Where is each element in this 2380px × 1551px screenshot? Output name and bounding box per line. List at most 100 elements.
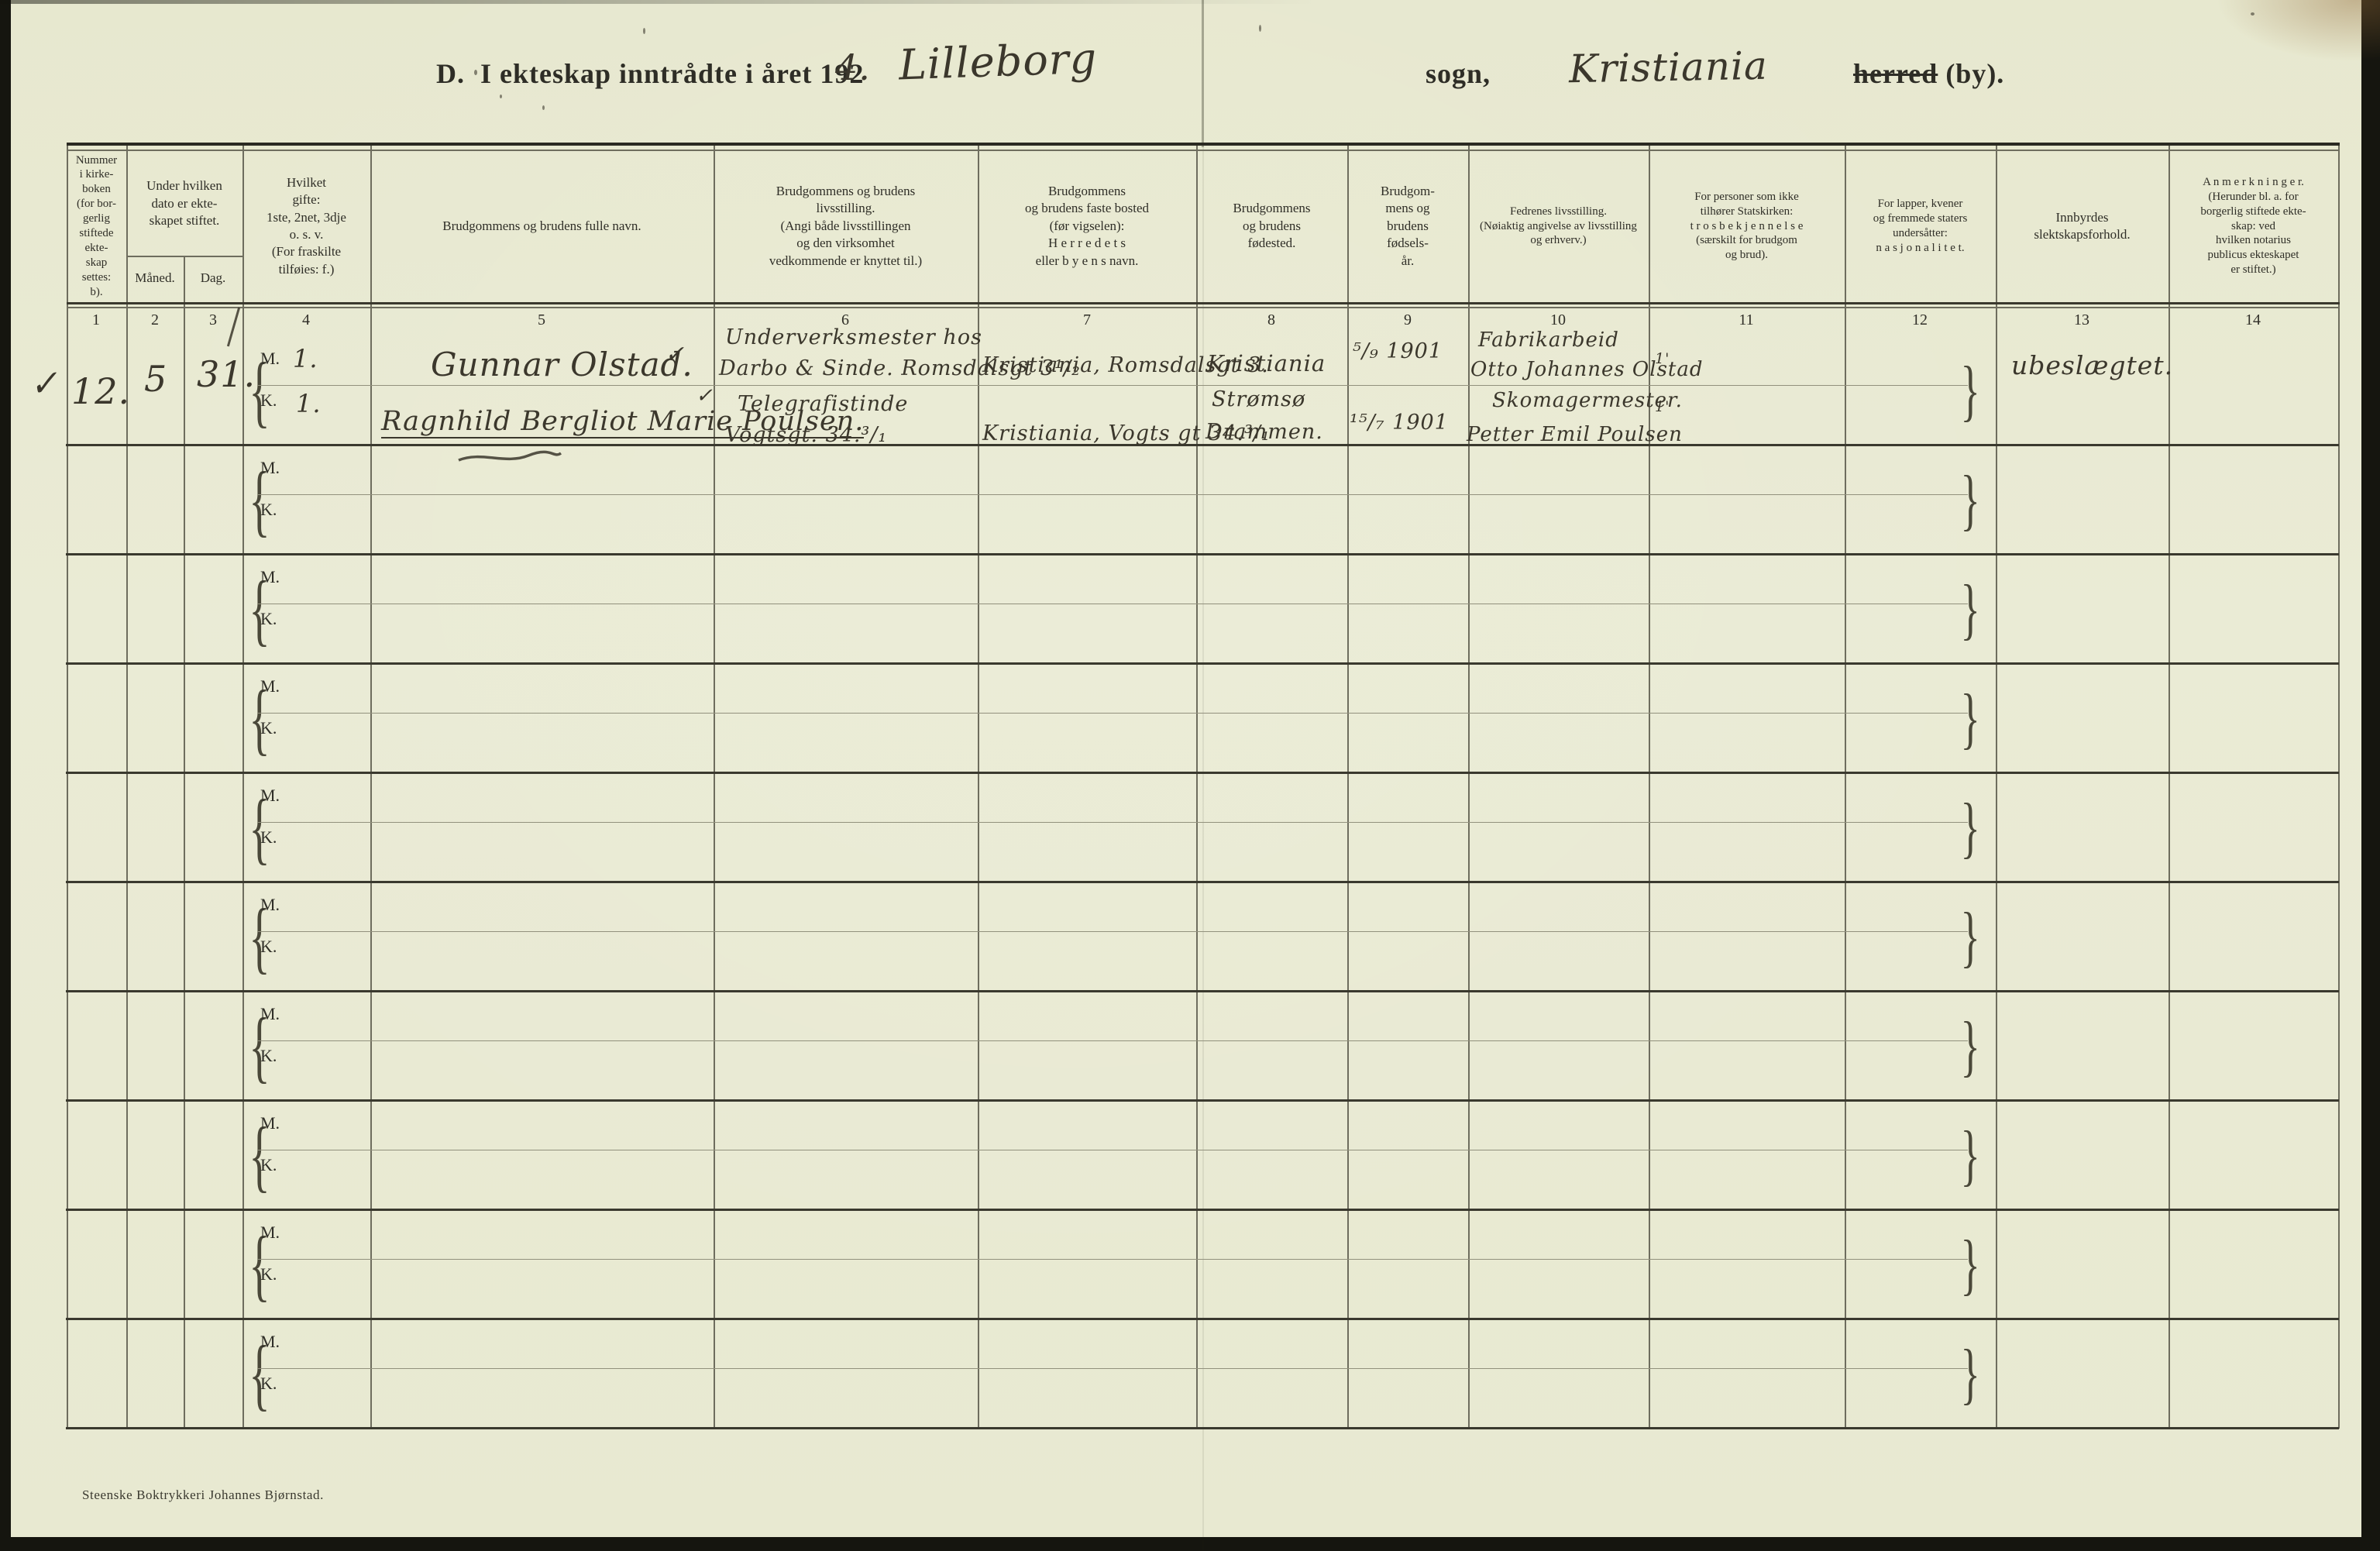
bride-occupation-line1: Telegrafistinde bbox=[738, 392, 909, 416]
row-marker-m: M. bbox=[260, 1004, 280, 1023]
row-mid-line bbox=[257, 1368, 1968, 1370]
kinship-note: ubeslægtet. bbox=[2011, 350, 2174, 380]
row-brace-left: { bbox=[249, 1329, 270, 1419]
col-number-6: 6 bbox=[841, 311, 849, 328]
header-col14: A n m e r k n i n g e r. (Herunder bl. a… bbox=[2200, 175, 2306, 277]
row-marker-k: K. bbox=[260, 827, 277, 847]
groom-occupation-line1: Underverksmester hos bbox=[725, 325, 982, 349]
table-border bbox=[1649, 144, 1650, 1429]
row-brace-right: } bbox=[1960, 1009, 1980, 1084]
col-number-10: 10 bbox=[1550, 311, 1566, 328]
faith-mark-m: 1' bbox=[1655, 350, 1670, 367]
table-border bbox=[184, 256, 185, 1429]
header-col13: Innbyrdes slektskapsforhold. bbox=[2034, 209, 2131, 242]
bride-occupation-line2: Vogtsgt. 34.³/₁ bbox=[725, 423, 888, 447]
herred-by-label: herred (by). bbox=[1853, 57, 2004, 90]
row-brace-left: { bbox=[249, 346, 270, 435]
col-number-3: 3 bbox=[209, 311, 217, 328]
table-border bbox=[714, 144, 715, 1429]
flourish-mark bbox=[458, 450, 562, 462]
groom-residence: Kristiania, Romsdalsgt 3. bbox=[982, 353, 1269, 377]
header-bottom-rule-inner bbox=[67, 307, 2340, 308]
header-col6: Brudgommens og brudens livsstilling. (An… bbox=[769, 183, 923, 268]
row-marker-m: M. bbox=[260, 895, 280, 914]
handwritten-city: Kristiania bbox=[1568, 43, 1769, 92]
row-brace-left: { bbox=[249, 1111, 270, 1200]
row-brace-right: } bbox=[1960, 790, 1980, 865]
row-brace-left: { bbox=[249, 674, 270, 763]
row-mid-line bbox=[257, 1259, 1968, 1260]
header-col11: For personer som ikke tilhører Statskirk… bbox=[1690, 190, 1804, 262]
section-letter: D. bbox=[436, 58, 465, 89]
col-number-8: 8 bbox=[1267, 311, 1275, 328]
table-row-6: { M. K. } bbox=[66, 882, 2339, 992]
entry-gifte-k: 1. bbox=[296, 389, 322, 418]
row-brace-left: { bbox=[249, 1220, 270, 1309]
row-marker-k: K. bbox=[260, 390, 277, 410]
table-border bbox=[126, 144, 128, 1429]
table-border bbox=[2168, 144, 2170, 1429]
bride-birthplace-line1: Strømsø bbox=[1212, 387, 1306, 411]
row-bottom-line bbox=[66, 990, 2339, 992]
table-border bbox=[978, 144, 979, 1429]
scan-edge-left bbox=[0, 0, 11, 1551]
bride-name-check: ✓ bbox=[696, 384, 714, 408]
row-marker-k: K. bbox=[260, 1046, 277, 1065]
col-number-13: 13 bbox=[2074, 311, 2089, 328]
row-marker-m: M. bbox=[260, 349, 280, 368]
header-col9: Brudgom- mens og brudens fødsels- år. bbox=[1381, 183, 1435, 268]
entry-month: 5 bbox=[144, 358, 168, 400]
header-maaned: Måned. bbox=[135, 270, 175, 285]
entry-number: 12. bbox=[71, 370, 131, 412]
scan-edge-bottom bbox=[0, 1537, 2380, 1551]
row-marker-m: M. bbox=[260, 567, 280, 586]
col-number-12: 12 bbox=[1912, 311, 1928, 328]
row-bottom-line bbox=[66, 662, 2339, 665]
groom-birthyear: ⁵/₉ 1901 bbox=[1353, 339, 1443, 363]
scan-edge-right bbox=[2361, 0, 2380, 1551]
row-brace-right: } bbox=[1960, 1336, 1980, 1412]
herred-struck: herred bbox=[1853, 58, 1938, 89]
table-border bbox=[67, 144, 68, 1429]
table-row-7: { M. K. } bbox=[66, 992, 2339, 1102]
page-title: D. I ekteskap inntrådte i året 192 bbox=[436, 57, 864, 90]
title-heading: I ekteskap inntrådte i året 192 bbox=[480, 58, 865, 89]
header-col4: Hvilket gifte: 1ste, 2net, 3dje o. s. v.… bbox=[267, 174, 346, 277]
row-bottom-line bbox=[66, 444, 2339, 446]
sogn-label: sogn, bbox=[1426, 58, 1491, 89]
table-border bbox=[1468, 144, 1470, 1429]
col-number-2: 2 bbox=[151, 311, 159, 328]
printer-imprint: Steenske Boktrykkeri Johannes Bjørnstad. bbox=[82, 1487, 325, 1502]
handwritten-parish: Lilleborg bbox=[897, 33, 1099, 90]
row-marker-k: K. bbox=[260, 937, 277, 956]
row-marker-m: M. bbox=[260, 676, 280, 696]
row-bottom-line bbox=[66, 1209, 2339, 1211]
row-mid-line bbox=[257, 713, 1968, 714]
groom-birthplace: Kristiania bbox=[1207, 350, 1326, 377]
entry-bride-name: Ragnhild Bergliot Marie Poulsen. bbox=[381, 406, 865, 438]
row-bottom-line bbox=[66, 1318, 2339, 1320]
table-row-4: { M. K. } bbox=[66, 664, 2339, 774]
row-brace-left: { bbox=[249, 456, 270, 545]
table-border bbox=[1845, 144, 1846, 1429]
row-marker-k: K. bbox=[260, 609, 277, 628]
table-row-8: { M. K. } bbox=[66, 1101, 2339, 1211]
table-top-rule-inner bbox=[67, 150, 2340, 151]
table-border bbox=[1347, 144, 1349, 1429]
row-bottom-line bbox=[66, 553, 2339, 555]
entry-gifte-m: 1. bbox=[293, 344, 318, 373]
header-col5: Brudgommens og brudens fulle navn. bbox=[442, 218, 641, 233]
table-border bbox=[1196, 144, 1198, 1429]
row-mid-line bbox=[257, 494, 1968, 496]
row-mid-line bbox=[257, 822, 1968, 824]
ink-speck bbox=[474, 70, 477, 75]
table-row-3: { M. K. } bbox=[66, 555, 2339, 665]
handwritten-year: 4. bbox=[835, 46, 871, 88]
col-number-11: 11 bbox=[1739, 311, 1754, 328]
row-mid-line bbox=[257, 385, 1968, 387]
ink-speck bbox=[1259, 25, 1261, 32]
col-number-1: 1 bbox=[92, 311, 100, 328]
header-col1: Nummer i kirke- boken (for bor- gerlig s… bbox=[75, 153, 118, 298]
row-marker-k: K. bbox=[260, 718, 277, 738]
table-row-5: { M. K. } bbox=[66, 773, 2339, 883]
